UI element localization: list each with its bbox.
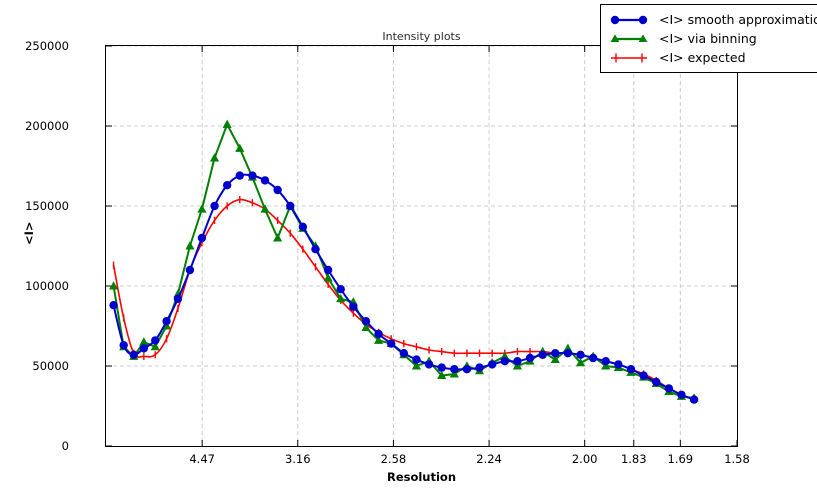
y-tick-label: 100000 <box>25 279 69 293</box>
y-axis-label: <I> <box>22 221 36 245</box>
plot-area <box>105 45 738 447</box>
x-tick-label: 2.00 <box>571 452 598 466</box>
series-triangle <box>109 119 699 402</box>
x-tick-label: 2.24 <box>476 452 502 466</box>
chart-title: Intensity plots <box>382 30 461 43</box>
x-tick-label: 1.69 <box>667 452 694 466</box>
legend-label: <I> smooth approximation <box>659 12 817 27</box>
y-tick-label: 200000 <box>25 119 69 133</box>
series-circle <box>109 171 699 404</box>
series-plus <box>112 196 695 404</box>
legend-swatch-via-binning <box>610 33 648 42</box>
x-axis-label: Resolution <box>386 470 457 484</box>
x-tick-label: 3.16 <box>284 452 311 466</box>
legend-label: <I> expected <box>659 50 746 65</box>
y-tick-label: 50000 <box>32 359 69 373</box>
x-tick-label: 1.58 <box>724 452 750 466</box>
x-tick-label: 4.47 <box>189 452 215 466</box>
x-tick-label: 2.58 <box>380 452 407 466</box>
legend: <I> smooth approximation <I> via binning… <box>600 4 817 73</box>
plot-canvas <box>106 46 737 446</box>
legend-swatch-expected <box>611 53 647 62</box>
legend-item[interactable]: <I> expected <box>607 48 817 67</box>
x-tick-label: 1.83 <box>620 452 647 466</box>
y-tick-label: 0 <box>61 439 69 453</box>
legend-item[interactable]: <I> via binning <box>607 29 817 48</box>
legend-swatch-smooth-approximation <box>610 15 648 24</box>
legend-item[interactable]: <I> smooth approximation <box>607 10 817 29</box>
legend-label: <I> via binning <box>659 31 757 46</box>
y-tick-label: 250000 <box>25 39 69 53</box>
y-tick-label: 150000 <box>25 199 69 213</box>
